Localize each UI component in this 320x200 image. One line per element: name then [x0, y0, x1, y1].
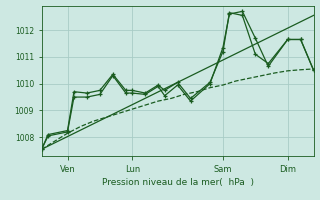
X-axis label: Pression niveau de la mer(  hPa  ): Pression niveau de la mer( hPa ) — [102, 178, 253, 187]
